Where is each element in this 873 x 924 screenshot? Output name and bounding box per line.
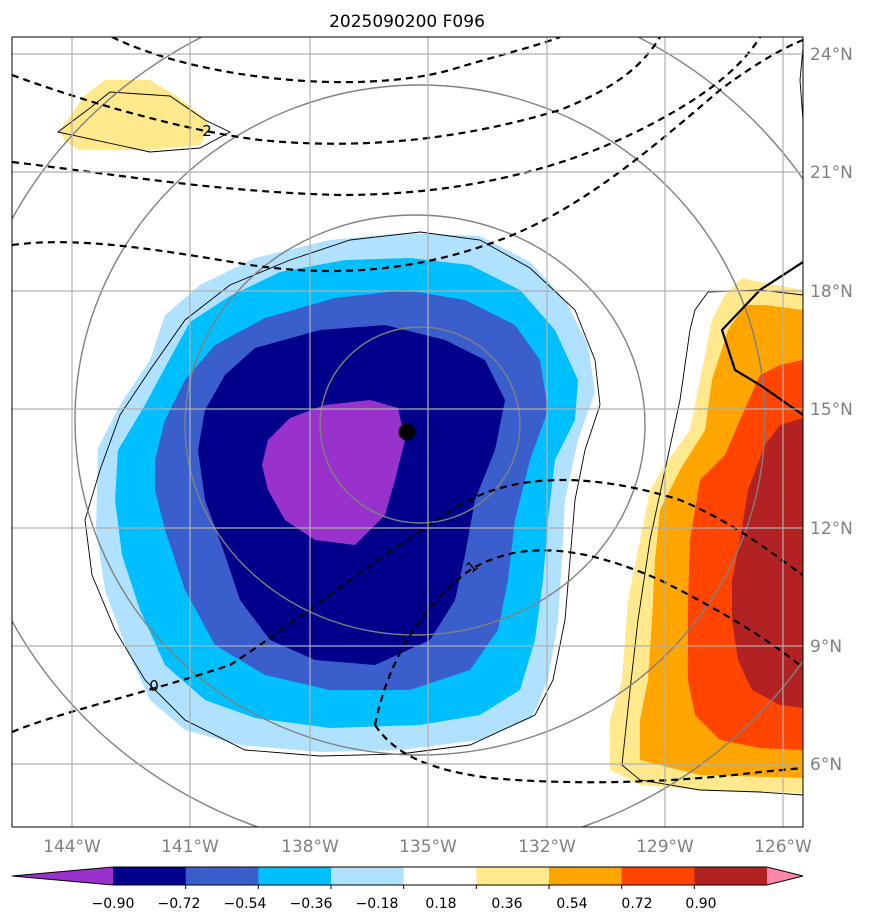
colorbar-extend-low [12, 867, 113, 885]
colorbar-segment [331, 867, 405, 885]
colorbar-tick-label: −0.18 [356, 896, 399, 912]
colorbar-segment [549, 867, 623, 885]
lon-label: 138°W [281, 837, 339, 857]
lat-label: 18°N [810, 282, 853, 302]
colorbar-segment [113, 867, 187, 885]
lon-label: 141°W [161, 837, 219, 857]
map-plot-area: 0 1 2 [12, 37, 803, 827]
solid-contour [720, 261, 803, 416]
colorbar-segment [258, 867, 332, 885]
colorbar-tick-label: −0.54 [224, 896, 267, 912]
colorbar-tick-label: 0.72 [621, 896, 652, 912]
negative-anomaly-fill [96, 233, 595, 752]
outline-contours [56, 47, 803, 796]
map-title: 2025090200 F096 [329, 12, 485, 32]
lat-label: 21°N [810, 163, 853, 183]
colorbar-tick-label: −0.90 [92, 896, 135, 912]
lon-label: 129°W [636, 837, 694, 857]
latitude-labels: 24°N 21°N 18°N 15°N 12°N 9°N 6°N [810, 45, 853, 775]
colorbar-segment [476, 867, 550, 885]
colorbar-tick-label: 0.54 [556, 896, 587, 912]
colorbar-tick-label: 0.18 [425, 896, 456, 912]
colorbar-tick-label: 0.36 [491, 896, 522, 912]
contour-label-2: 2 [202, 122, 212, 140]
graticule [12, 37, 803, 827]
colorbar-tick-label: −0.72 [158, 896, 201, 912]
colorbar-segment [403, 867, 477, 885]
lat-label: 15°N [810, 400, 853, 420]
colorbar [11, 866, 804, 889]
map-frame [11, 36, 804, 828]
lon-label: 132°W [518, 837, 576, 857]
colorbar-segment [621, 867, 695, 885]
colorbar-outline [11, 866, 804, 886]
storm-center-marker [398, 423, 416, 441]
colorbar-tick-labels: −0.90 −0.72 −0.54 −0.36 −0.18 0.18 0.36 … [92, 896, 717, 912]
colorbar-extend-high [767, 867, 803, 885]
gray-contours [12, 37, 803, 827]
lon-label: 144°W [43, 837, 101, 857]
lon-label: 126°W [754, 837, 812, 857]
lat-label: 12°N [810, 519, 853, 539]
longitude-labels: 144°W 141°W 138°W 135°W 132°W 129°W 126°… [43, 837, 812, 857]
positive-anomaly-fill [610, 278, 803, 793]
lat-label: 24°N [810, 45, 853, 65]
contour-label-0: 0 [149, 677, 159, 695]
colorbar-tick-label: −0.36 [290, 896, 333, 912]
lat-label: 9°N [810, 637, 842, 657]
colorbar-segment [185, 867, 259, 885]
colorbar-segment [694, 867, 768, 885]
lat-label: 6°N [810, 755, 842, 775]
colorbar-tick-label: 0.90 [685, 896, 716, 912]
lon-label: 135°W [399, 837, 457, 857]
